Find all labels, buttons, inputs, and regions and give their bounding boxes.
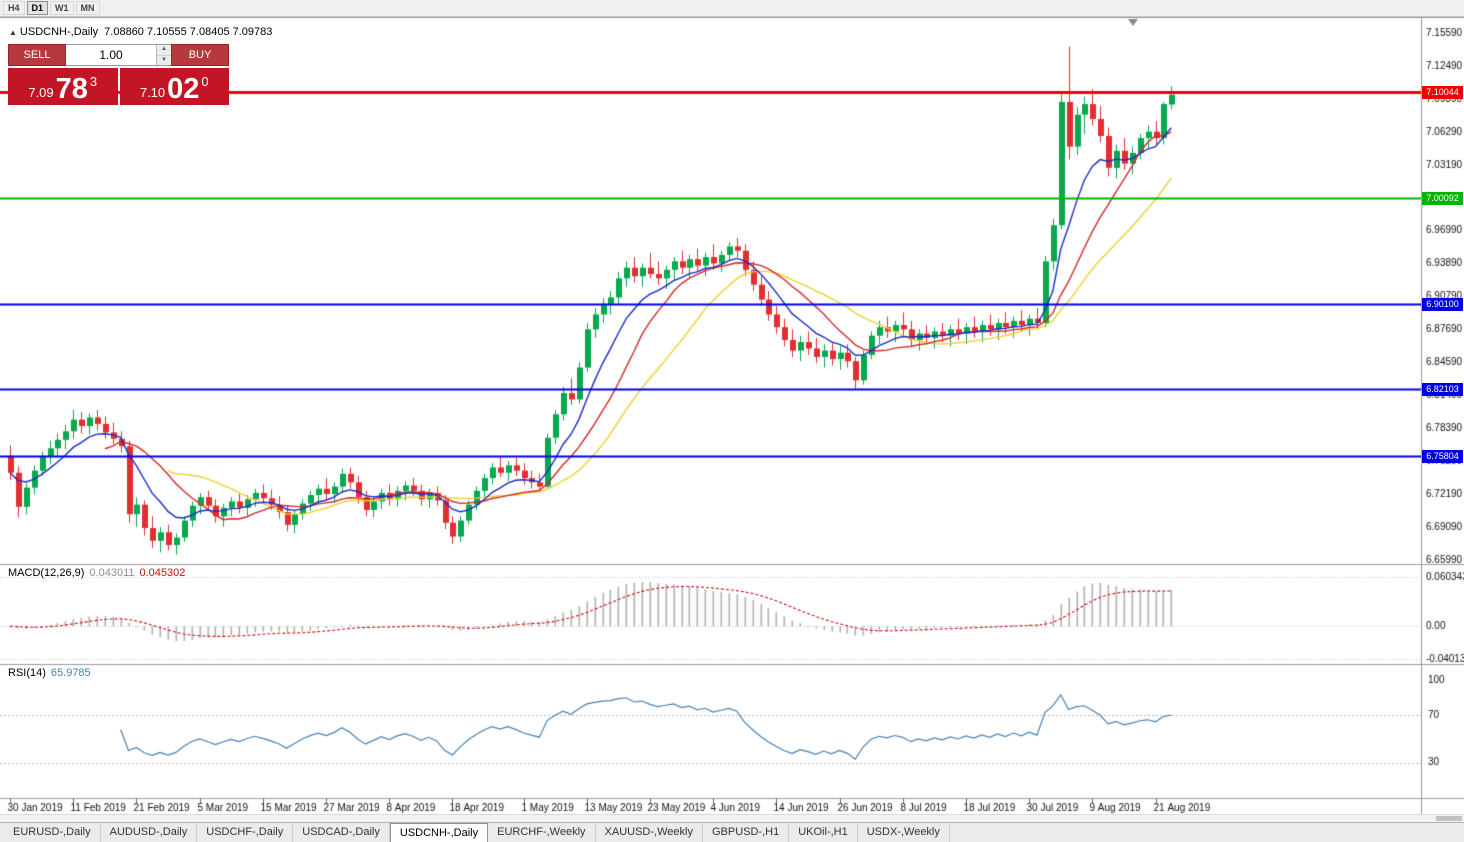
volume-up-icon[interactable]: ▲ [157,45,171,56]
macd-indicator-label: MACD(12,26,9) 0.043011 0.045302 [8,567,185,579]
sell-price-main: 78 [55,73,88,106]
macd-signal-value: 0.045302 [139,567,186,579]
rsi-value: 65.9785 [50,667,91,679]
support-line-price-tag-3[interactable]: 6.75804 [1422,450,1463,463]
sell-price-prefix: 7.09 [28,85,54,100]
macd-main-value: 0.043011 [89,567,135,579]
volume-spinner: ▲ ▼ [156,45,171,65]
timeframe-w1-button[interactable]: W1 [50,1,74,15]
resistance-line-price-tag[interactable]: 7.10044 [1422,86,1463,99]
chart-tab-bar: EURUSD-,Daily AUDUSD-,Daily USDCHF-,Daily U… [0,822,1464,842]
bottom-tab-usdchf-daily[interactable]: USDCHF-,Daily [197,823,294,842]
timeframe-h4-button[interactable]: H4 [3,1,25,15]
psych-level-price-tag[interactable]: 7.00092 [1422,192,1463,205]
rsi-name: RSI(14) [8,667,46,679]
volume-down-icon[interactable]: ▼ [157,55,171,65]
buy-price-prefix: 7.10 [139,85,166,100]
bottom-tab-usdx-weekly[interactable]: USDX-,Weekly [858,823,950,842]
sell-button[interactable]: SELL [8,44,66,66]
bottom-tab-eurchf-weekly[interactable]: EURCHF-,Weekly [488,823,596,842]
bottom-tab-ukoil-h1[interactable]: UKOil-,H1 [789,823,858,842]
chart-symbol-period: USDCNH-,Daily [19,26,99,38]
sell-price-display[interactable]: 7.09 78 3 [8,68,118,105]
buy-price-display[interactable]: 7.10 02 0 [119,68,229,106]
bottom-tab-gbpusd-h1[interactable]: GBPUSD-,H1 [703,823,790,842]
buy-button[interactable]: BUY [171,44,229,66]
volume-field-wrap: ▲ ▼ [66,44,171,66]
support-line-price-tag-1[interactable]: 6.90100 [1422,298,1463,311]
volume-input[interactable] [66,45,156,65]
sell-price-pip: 3 [89,74,98,89]
timeframe-mn-button[interactable]: MN [75,1,100,15]
buy-price-pip: 0 [201,74,209,89]
rsi-indicator-label: RSI(14) 65.9785 [8,667,91,679]
bottom-tab-usdcnh-daily[interactable]: USDCNH-,Daily [389,823,489,842]
buy-price-main: 02 [167,73,200,106]
macd-name: MACD(12,26,9) [8,567,85,579]
chart-ohlc-values: 7.08860 7.10555 7.08405 7.09783 [104,26,273,38]
support-line-price-tag-2[interactable]: 6.82103 [1422,383,1463,396]
bottom-tab-eurusd-daily[interactable]: EURUSD-,Daily [4,823,101,842]
bottom-tab-audusd-daily[interactable]: AUDUSD-,Daily [101,823,198,842]
bottom-tab-xauusd-weekly[interactable]: XAUUSD-,Weekly [596,823,703,842]
scrollbar-thumb[interactable] [1436,816,1462,821]
one-click-collapse-arrow-icon[interactable]: ▲ [9,28,17,37]
timeframe-toolbar: H4 D1 W1 MN [0,0,1464,17]
bottom-tab-usdcad-daily[interactable]: USDCAD-,Daily [293,823,390,842]
chart-title: ▲ USDCNH-,Daily 7.08860 7.10555 7.08405 7.… [9,26,272,38]
horizontal-scrollbar[interactable] [0,814,1464,822]
timeframe-d1-button[interactable]: D1 [26,1,49,15]
